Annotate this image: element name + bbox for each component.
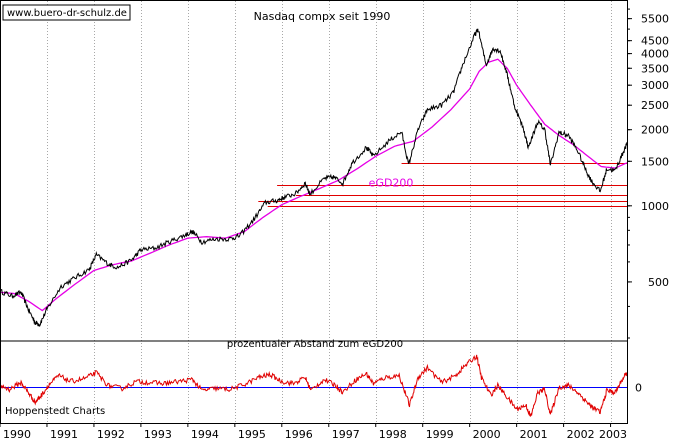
x-tick-label-0: 1990	[3, 428, 31, 440]
y-tick-label-9: 5500	[641, 13, 669, 26]
annotations: eGD200	[369, 177, 414, 190]
x-tick-label-9: 1999	[426, 428, 454, 440]
y-tick-label-5: 3000	[641, 79, 669, 92]
chart-title: Nasdaq compx seit 1990	[254, 10, 391, 23]
x-tick-label-3: 1993	[144, 428, 172, 440]
plot-frame	[0, 0, 628, 424]
x-tick-label-8: 1998	[379, 428, 407, 440]
x-tick-label-13: 2003	[599, 428, 627, 440]
x-tick-label-7: 1997	[332, 428, 360, 440]
y-tick-label-3: 2000	[641, 124, 669, 137]
y-tick-label-1: 1000	[641, 200, 669, 213]
watermark-box	[2, 4, 131, 21]
y-tick-label-8: 4500	[641, 35, 669, 48]
sub-chart-title: prozentualer Abstand zum eGD200	[227, 339, 403, 350]
x-tick-label-10: 2000	[473, 428, 501, 440]
top-series	[0, 28, 628, 328]
support-levels	[258, 163, 627, 207]
y-tick-label-2: 1500	[641, 155, 669, 168]
x-tick-label-6: 1996	[285, 428, 313, 440]
x-tick-label-1: 1991	[50, 428, 78, 440]
x-tick-labels: 1990 1991 1992 1993 1994 1995 1996 1997 1998 1999…	[0, 423, 627, 440]
x-tick-label-4: 1994	[191, 428, 219, 440]
watermark: www.buero-dr-schulz.de	[7, 8, 127, 19]
series-line-nasdaq	[0, 28, 628, 328]
bottom-y-tick-label-0: 0	[635, 381, 642, 394]
x-tick-label-12: 2002	[567, 428, 595, 440]
x-tick-label-5: 1995	[238, 428, 266, 440]
grid	[47, 1, 612, 423]
annotation-label-0: eGD200	[369, 177, 414, 190]
y-tick-label-6: 3500	[641, 62, 669, 75]
x-tick-label-11: 2001	[520, 428, 548, 440]
credit-label: Hoppenstedt Charts	[5, 406, 105, 417]
y-tick-label-4: 2500	[641, 99, 669, 112]
y-tick-label-0: 500	[648, 276, 669, 289]
bottom-series	[0, 354, 628, 417]
y-tick-label-7: 4000	[641, 48, 669, 61]
series-line-abstand	[0, 354, 628, 417]
x-tick-label-2: 1992	[97, 428, 125, 440]
